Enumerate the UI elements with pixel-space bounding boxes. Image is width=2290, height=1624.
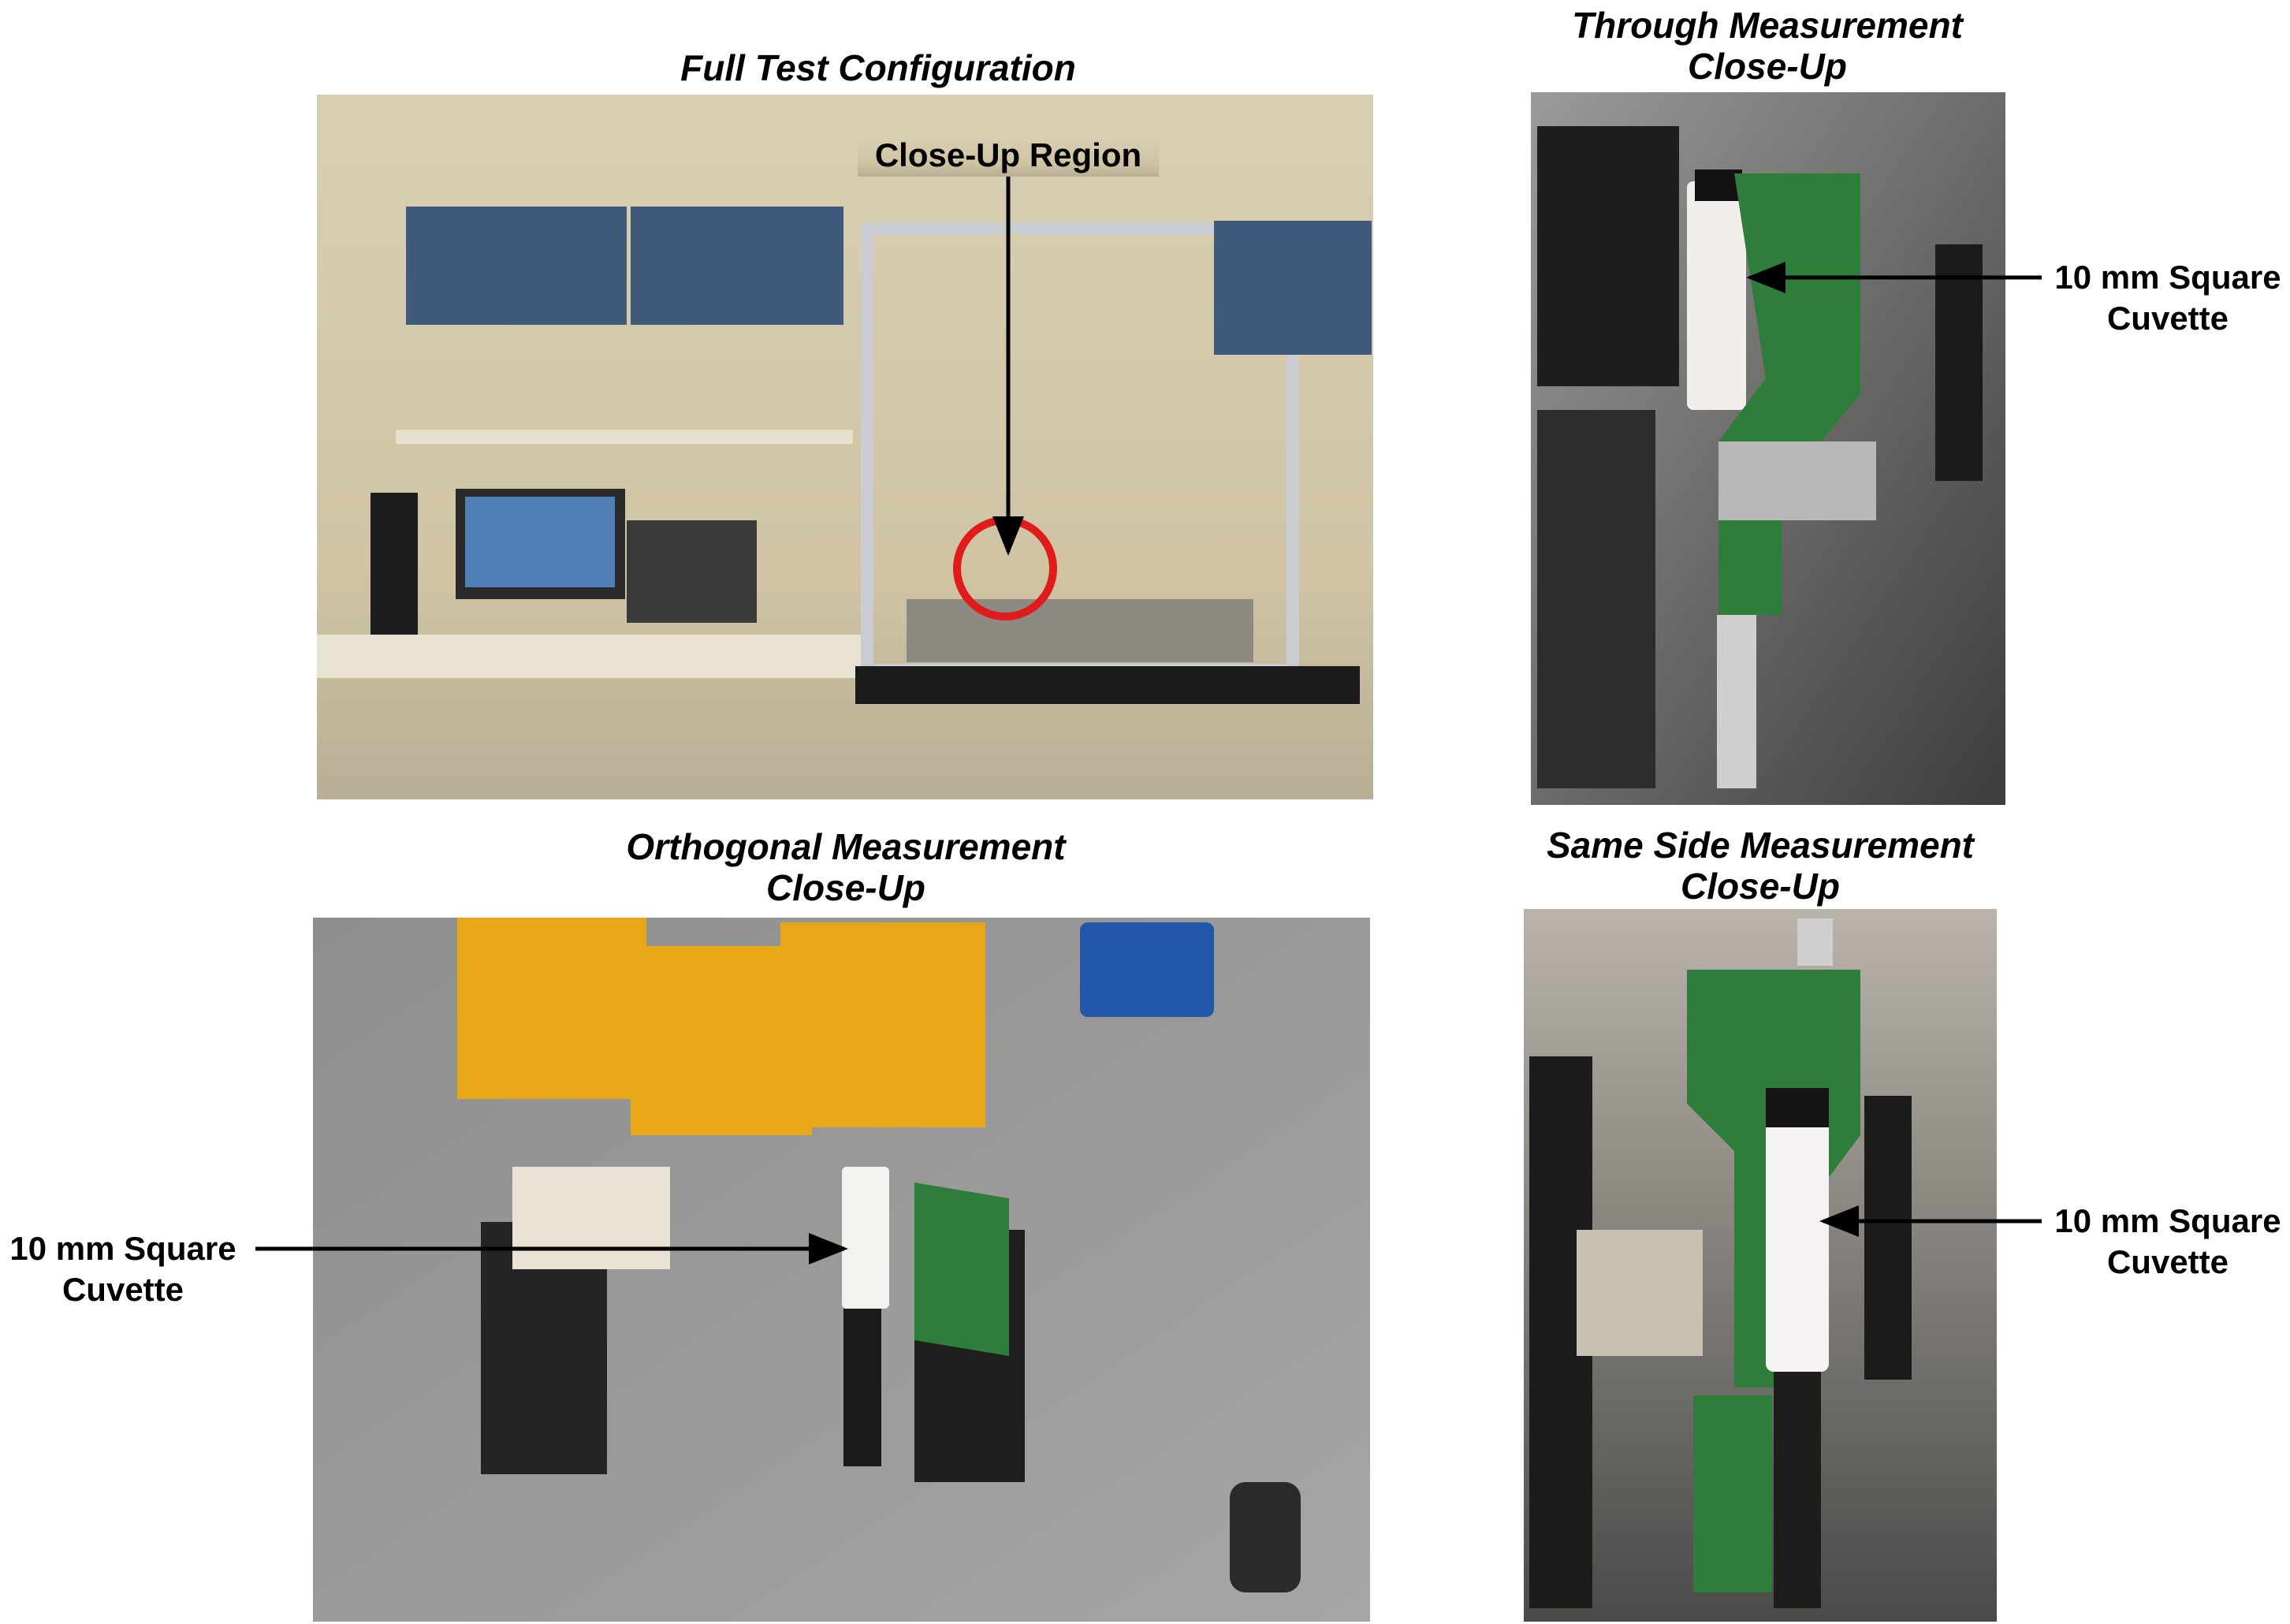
annotation: Close-Up Region <box>875 136 1141 173</box>
panel-title: Full Test Configuration <box>680 47 1076 88</box>
panel-title: Close-Up <box>1688 46 1847 87</box>
annotation: Cuvette <box>2107 1243 2229 1280</box>
panel-title: Orthogonal Measurement <box>626 826 1067 867</box>
panel-title: Same Side Measurement <box>1547 825 1975 866</box>
label-backdrop <box>858 136 1159 177</box>
panel-title: Close-Up <box>766 867 925 908</box>
panel-title: Through Measurement <box>1572 5 1964 46</box>
annotation: 10 mm Square <box>9 1230 236 1267</box>
photo-orthogonal <box>313 918 1370 1622</box>
photo-same-side <box>1524 909 1997 1622</box>
annotation: Cuvette <box>62 1271 184 1308</box>
photo-through <box>1531 92 2005 805</box>
panel-title: Close-Up <box>1681 866 1840 907</box>
annotation: 10 mm Square <box>2054 1202 2281 1239</box>
photo-full-test <box>317 95 1373 799</box>
annotation: Cuvette <box>2107 300 2229 337</box>
annotation: 10 mm Square <box>2054 259 2281 296</box>
